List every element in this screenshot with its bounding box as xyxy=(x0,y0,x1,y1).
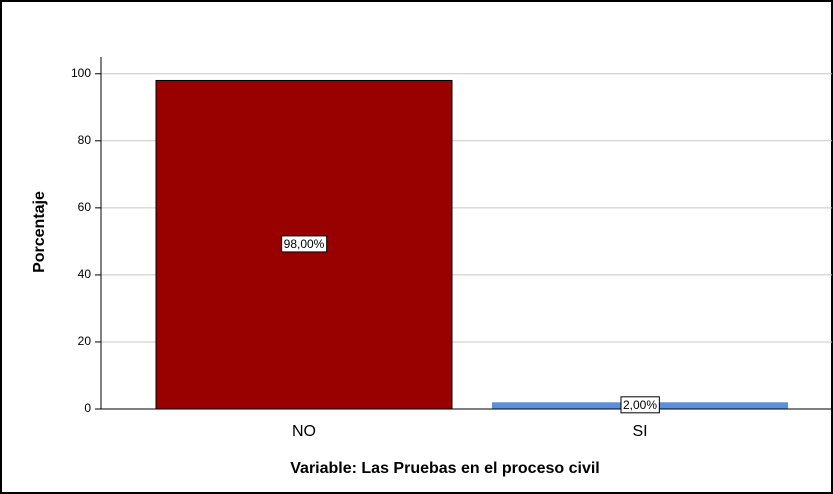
y-tick-label: 60 xyxy=(78,200,92,214)
y-tick-label: 0 xyxy=(84,401,91,415)
y-tick-label: 40 xyxy=(78,267,92,281)
value-label-box xyxy=(620,396,660,414)
y-tick-label: 80 xyxy=(78,133,92,147)
y-axis-title: Porcentaje xyxy=(31,191,48,273)
x-tick-label: NO xyxy=(292,423,316,440)
x-tick-label: SI xyxy=(632,423,647,440)
x-axis-title: Variable: Las Pruebas en el proceso civi… xyxy=(290,460,599,477)
y-tick-label: 20 xyxy=(78,334,92,348)
value-label: 98,00% xyxy=(284,237,325,251)
value-label-box xyxy=(281,235,328,253)
value-label: 2,00% xyxy=(623,398,657,412)
y-tick-label: 100 xyxy=(71,66,91,80)
